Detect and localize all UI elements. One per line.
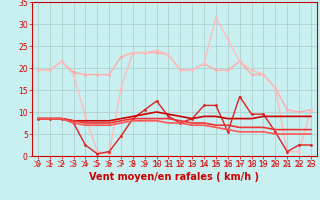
X-axis label: Vent moyen/en rafales ( km/h ): Vent moyen/en rafales ( km/h ) bbox=[89, 172, 260, 182]
